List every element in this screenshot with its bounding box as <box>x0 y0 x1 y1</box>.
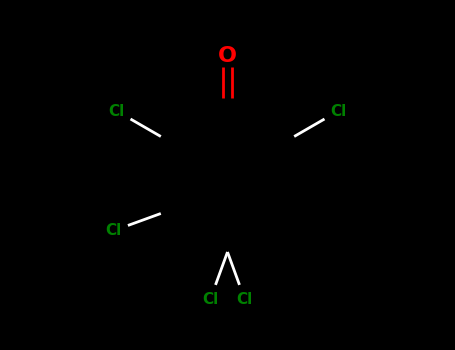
Text: Cl: Cl <box>202 292 218 307</box>
Text: Cl: Cl <box>237 292 253 307</box>
Text: Cl: Cl <box>330 104 346 119</box>
Text: O: O <box>218 46 237 66</box>
Text: Cl: Cl <box>109 104 125 119</box>
Text: Cl: Cl <box>105 223 121 238</box>
